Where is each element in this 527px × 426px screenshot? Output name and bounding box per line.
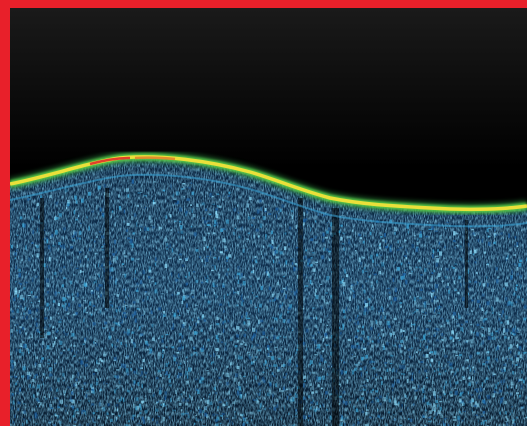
vertical-shadow-streaks bbox=[40, 188, 468, 426]
upper-dark-area bbox=[10, 8, 527, 168]
oct-scan-image bbox=[10, 8, 527, 426]
surface-band bbox=[10, 150, 527, 216]
subsurface-line bbox=[10, 173, 527, 228]
oct-scan-canvas bbox=[10, 8, 527, 426]
tissue-speckle bbox=[10, 158, 527, 426]
